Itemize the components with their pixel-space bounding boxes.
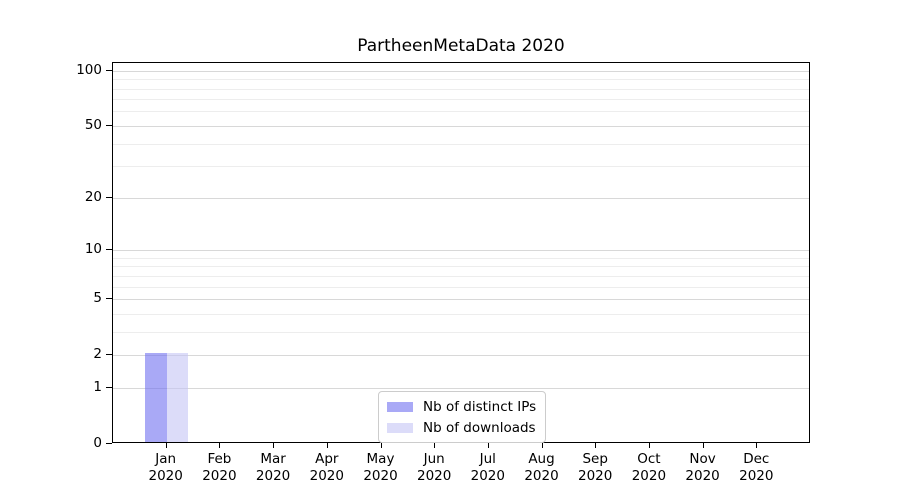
x-tick-label: Apr 2020 bbox=[297, 451, 357, 485]
x-tick-mark bbox=[541, 443, 543, 448]
x-tick-month: Nov bbox=[689, 451, 716, 467]
x-tick-month: Sep bbox=[582, 451, 608, 467]
major-gridline bbox=[113, 250, 809, 251]
x-tick-month: Dec bbox=[743, 451, 770, 467]
y-tick-label: 5 bbox=[93, 290, 102, 306]
y-tick-mark bbox=[106, 298, 112, 299]
x-tick-month: Apr bbox=[315, 451, 339, 467]
x-tick-year: 2020 bbox=[631, 468, 667, 484]
major-gridline bbox=[113, 125, 809, 127]
x-tick-label: Jan 2020 bbox=[136, 451, 196, 485]
x-tick-mark bbox=[165, 443, 167, 448]
x-tick-month: May bbox=[366, 451, 395, 467]
major-gridline bbox=[113, 355, 809, 357]
x-tick-month: Jul bbox=[479, 451, 496, 467]
major-gridline bbox=[113, 387, 809, 389]
x-tick-year: 2020 bbox=[363, 468, 398, 484]
major-gridline bbox=[113, 70, 809, 72]
legend-item-distinct-ips: Nb of distinct IPs bbox=[387, 398, 536, 415]
x-tick-year: 2020 bbox=[470, 468, 505, 484]
minor-gridline bbox=[113, 313, 809, 315]
y-tick-label: 0 bbox=[93, 435, 102, 451]
x-tick-mark bbox=[326, 443, 328, 448]
minor-gridline bbox=[113, 257, 809, 259]
y-tick-mark bbox=[106, 249, 112, 250]
x-tick-month: Jun bbox=[423, 451, 445, 467]
y-tick-label: 20 bbox=[84, 188, 102, 205]
x-tick-month: Jan bbox=[155, 451, 177, 467]
minor-gridline bbox=[113, 275, 809, 277]
y-tick-mark bbox=[106, 386, 112, 388]
y-tick-mark bbox=[106, 354, 112, 356]
x-tick-label: Feb 2020 bbox=[189, 451, 249, 485]
x-tick-label: Oct 2020 bbox=[619, 451, 679, 485]
x-tick-mark bbox=[702, 443, 704, 448]
minor-gridline bbox=[113, 266, 809, 268]
legend-swatch-downloads-icon bbox=[387, 422, 413, 433]
x-tick-label: Jul 2020 bbox=[458, 451, 518, 485]
minor-gridline bbox=[113, 88, 809, 90]
x-tick-year: 2020 bbox=[417, 468, 452, 484]
x-tick-label: Jun 2020 bbox=[404, 451, 464, 485]
x-tick-mark bbox=[487, 443, 489, 448]
x-tick-mark bbox=[219, 443, 221, 448]
x-tick-year: 2020 bbox=[739, 468, 774, 484]
x-tick-month: Oct bbox=[637, 451, 661, 467]
x-tick-mark bbox=[434, 443, 436, 448]
x-tick-year: 2020 bbox=[578, 468, 613, 484]
y-tick-mark bbox=[106, 196, 112, 198]
legend-label-distinct-ips: Nb of distinct IPs bbox=[423, 398, 537, 415]
major-gridline bbox=[113, 299, 809, 300]
minor-gridline bbox=[113, 331, 809, 333]
x-tick-year: 2020 bbox=[148, 468, 183, 484]
x-tick-mark bbox=[648, 443, 650, 448]
x-tick-month: Feb bbox=[207, 451, 232, 467]
x-tick-year: 2020 bbox=[202, 468, 237, 484]
x-tick-year: 2020 bbox=[255, 468, 291, 484]
y-tick-label: 50 bbox=[84, 116, 102, 133]
x-tick-mark bbox=[756, 443, 758, 448]
x-tick-year: 2020 bbox=[685, 468, 720, 484]
y-tick-label: 100 bbox=[76, 61, 102, 78]
x-tick-year: 2020 bbox=[309, 468, 344, 484]
x-tick-label: Nov 2020 bbox=[673, 451, 733, 485]
x-tick-mark bbox=[380, 443, 382, 448]
plot-area: Nb of distinct IPs Nb of downloads bbox=[112, 62, 810, 443]
legend-swatch-distinct-ips-icon bbox=[387, 401, 413, 412]
chart-title: PartheenMetaData 2020 bbox=[357, 36, 565, 56]
y-tick-label: 10 bbox=[84, 241, 102, 257]
x-tick-year: 2020 bbox=[524, 468, 559, 484]
x-tick-month: Mar bbox=[260, 451, 286, 467]
x-tick-label: Mar 2020 bbox=[243, 451, 303, 485]
y-tick-label: 2 bbox=[93, 346, 102, 363]
y-tick-mark bbox=[106, 69, 112, 71]
y-tick-mark bbox=[106, 124, 112, 126]
x-tick-mark bbox=[595, 443, 597, 448]
x-tick-mark bbox=[273, 443, 275, 448]
legend: Nb of distinct IPs Nb of downloads bbox=[378, 391, 547, 443]
x-tick-label: Dec 2020 bbox=[726, 451, 786, 485]
major-gridline bbox=[113, 197, 809, 199]
x-tick-label: Aug 2020 bbox=[512, 451, 572, 485]
legend-label-downloads: Nb of downloads bbox=[423, 419, 536, 436]
minor-gridline bbox=[113, 286, 809, 288]
minor-gridline bbox=[113, 99, 809, 101]
x-tick-label: May 2020 bbox=[351, 451, 411, 485]
y-tick-label: 1 bbox=[93, 378, 102, 395]
bar-nb-of-distinct-ips bbox=[145, 353, 167, 442]
bar-nb-of-downloads bbox=[166, 353, 189, 442]
x-tick-label: Sep 2020 bbox=[565, 451, 625, 485]
minor-gridline bbox=[113, 166, 809, 168]
minor-gridline bbox=[113, 143, 809, 145]
x-tick-month: Aug bbox=[528, 451, 555, 467]
legend-item-downloads: Nb of downloads bbox=[387, 419, 536, 436]
minor-gridline bbox=[113, 111, 809, 113]
minor-gridline bbox=[113, 79, 809, 81]
y-tick-mark bbox=[106, 443, 112, 444]
